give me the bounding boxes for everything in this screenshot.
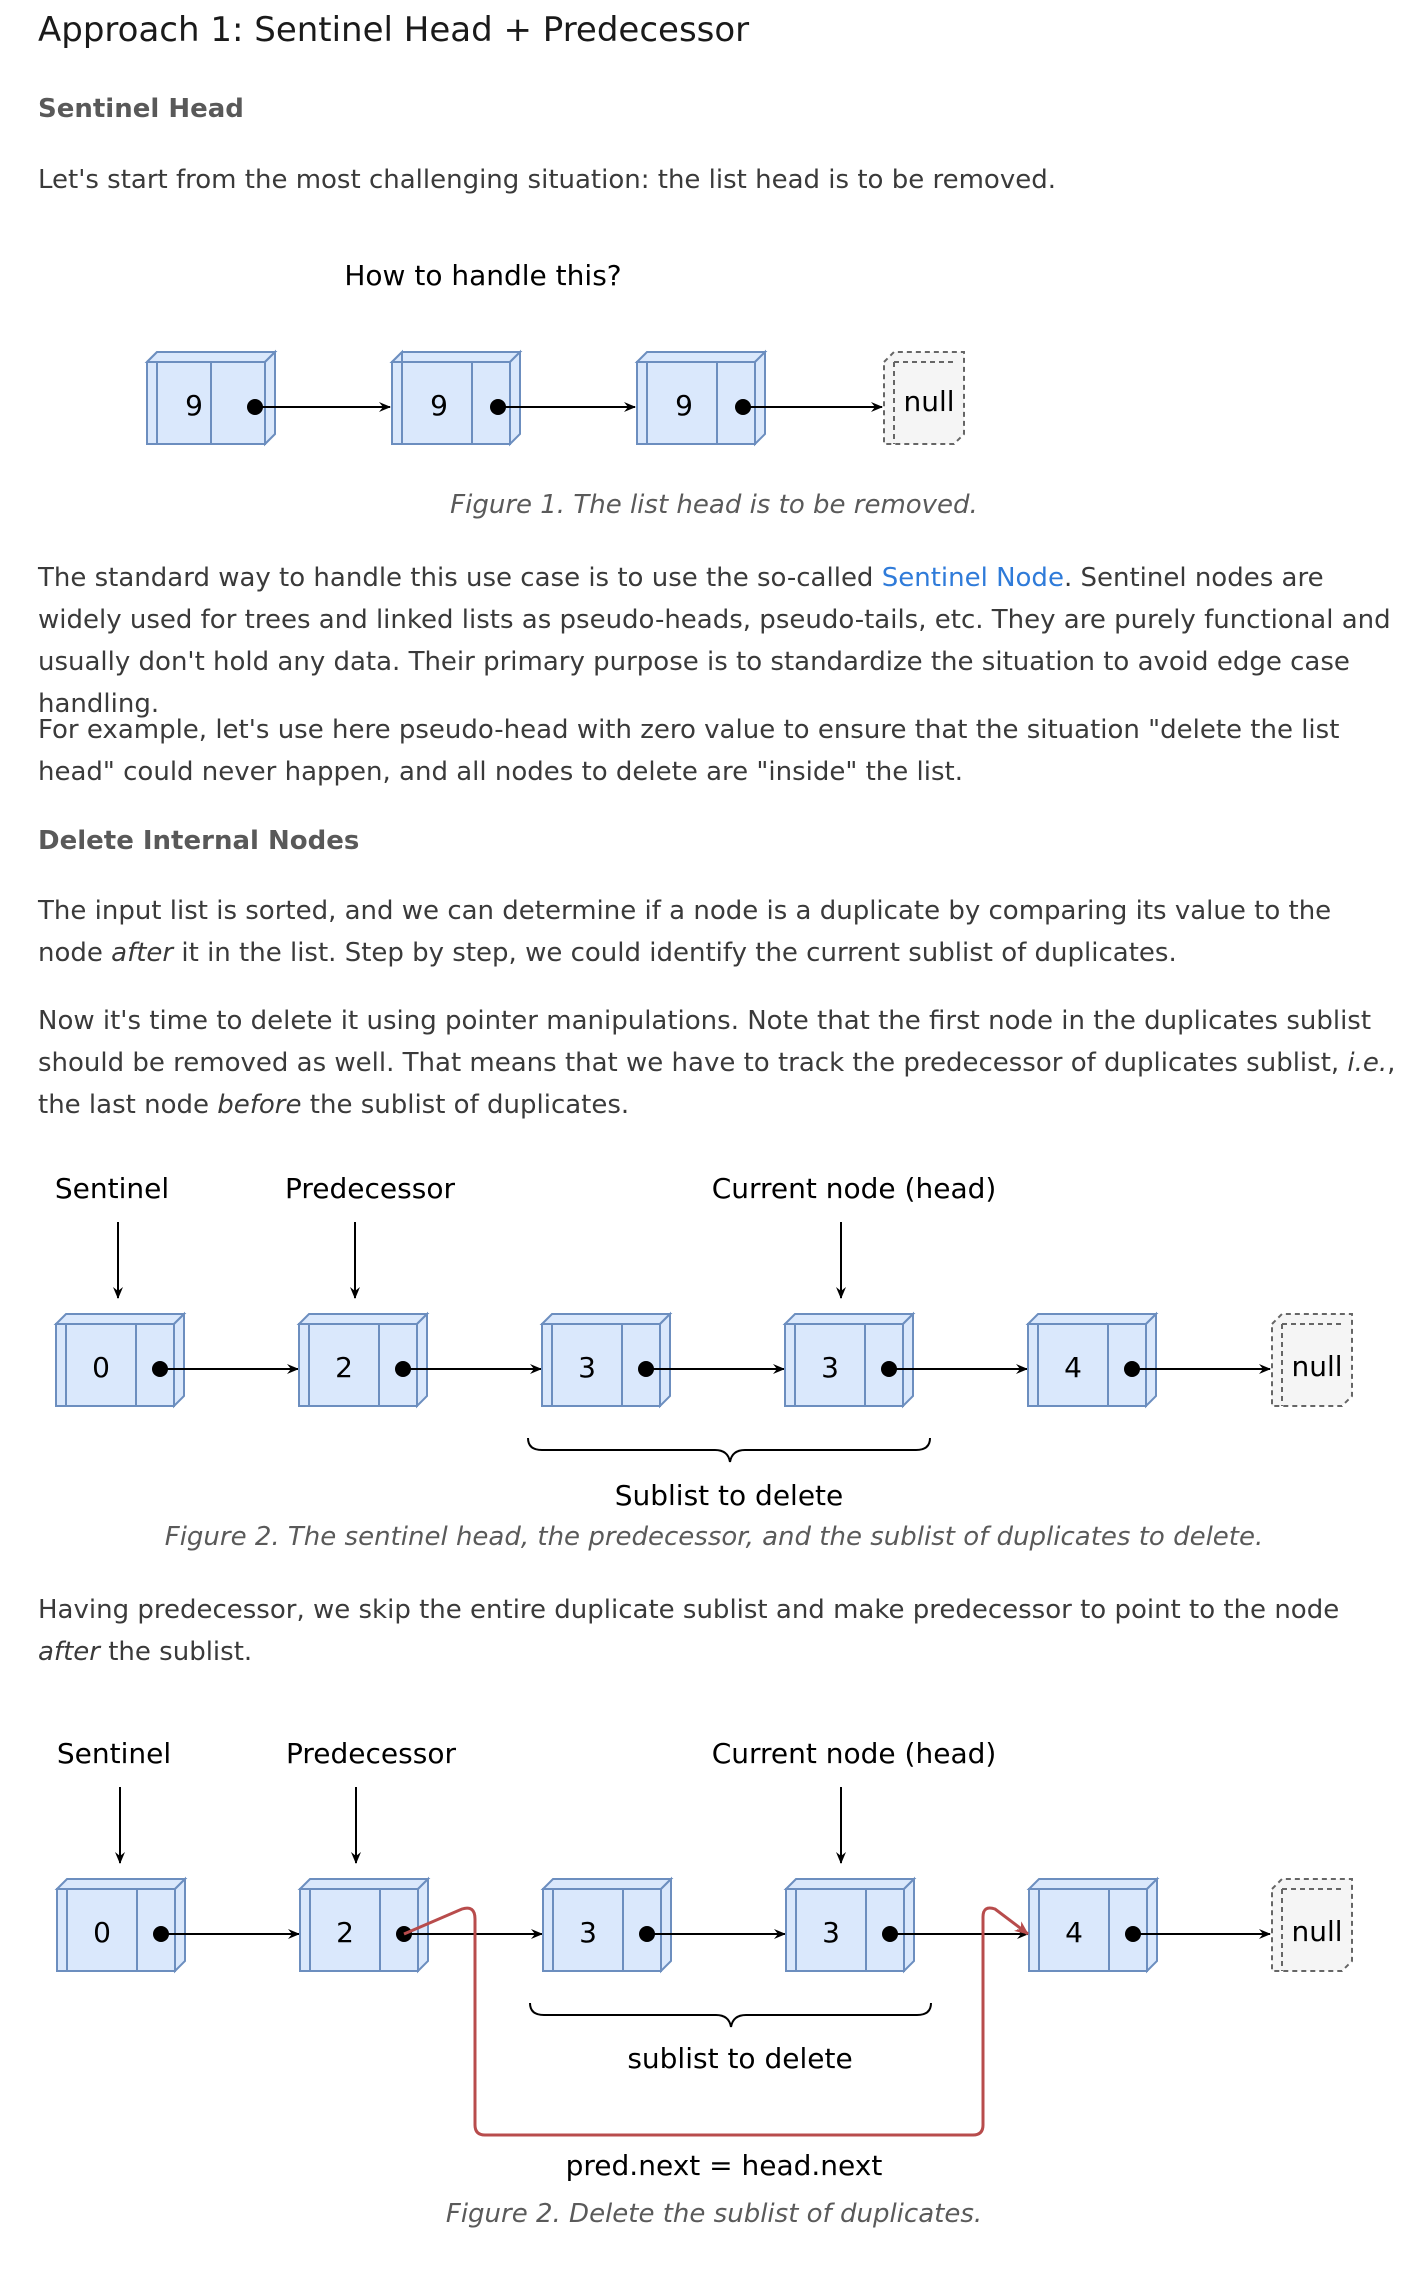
subheading-sentinel-head: Sentinel Head [38,94,244,124]
pointer-assignment-label: pred.next = head.next [566,2149,883,2182]
node-value: 9 [675,389,693,422]
text-run: . Sentinel nodes are widely used for tre… [38,563,1391,719]
null-label: null [903,385,954,418]
list-node: 3 [540,1876,674,1974]
null-node: null [1271,1313,1353,1407]
figure-2-caption: Figure 2. The sentinel head, the predece… [164,1522,1264,1552]
text-run: Now it's time to delete it using pointer… [38,1006,1372,1078]
sublist-brace [529,2002,932,2028]
skip-pointer-arrow [403,1906,1029,2137]
paragraph-pointer-manipulation: Now it's time to delete it using pointer… [38,1000,1398,1126]
list-node: 3 [782,1311,916,1409]
figure-3-caption: Figure 2. Delete the sublist of duplicat… [445,2199,983,2229]
node-value: 9 [185,389,203,422]
figure-1-diagram: How to handle this? 9 9 9 null [144,259,965,447]
null-label: null [1291,1915,1342,1948]
node-value: 2 [335,1351,353,1384]
text-run: the sublist. [99,1637,253,1667]
predecessor-label: Predecessor [286,1737,456,1770]
sublist-label: Sublist to delete [615,1479,844,1512]
text-run: The input list is sorted, and we can det… [38,896,1332,968]
node-value: 4 [1064,1351,1082,1384]
section-title: Approach 1: Sentinel Head + Predecessor [38,10,750,50]
paragraph-sentinel-explanation: The standard way to handle this use case… [38,557,1398,725]
sentinel-label: Sentinel [55,1172,169,1205]
list-node: 3 [539,1311,673,1409]
figure-1-caption: Figure 1. The list head is to be removed… [450,490,978,520]
node-value: 3 [579,1916,597,1949]
paragraph-skip-sublist: Having predecessor, we skip the entire d… [38,1589,1398,1673]
list-node: 0 [53,1311,187,1409]
list-node: 0 [54,1876,188,1974]
list-node: 3 [783,1876,917,1974]
null-label: null [1291,1350,1342,1383]
text-run: it in the list. Step by step, we could i… [173,938,1177,968]
text-run: Having predecessor, we skip the entire d… [38,1595,1340,1625]
paragraph-input-sorted: The input list is sorted, and we can det… [38,890,1398,974]
figure-1-title: How to handle this? [344,259,621,292]
emphasis: i.e. [1347,1048,1388,1078]
sublist-label: sublist to delete [627,2042,852,2075]
list-node: 9 [144,349,278,447]
node-value: 3 [821,1351,839,1384]
current-node-label: Current node (head) [712,1172,997,1205]
text-run: , the last node [38,1048,1396,1120]
emphasis: before [217,1090,302,1120]
list-node: 2 [296,1311,430,1409]
list-node: 4 [1026,1876,1160,1974]
list-node: 9 [634,349,768,447]
emphasis: after [38,1637,100,1667]
predecessor-label: Predecessor [285,1172,455,1205]
list-node: 4 [1025,1311,1159,1409]
node-value: 2 [336,1916,354,1949]
node-value: 9 [430,389,448,422]
text-run: the sublist of duplicates. [301,1090,630,1120]
emphasis: after [111,938,174,968]
paragraph-example: For example, let's use here pseudo-head … [38,715,1340,787]
sentinel-label: Sentinel [57,1737,171,1770]
node-value: 0 [93,1916,111,1949]
node-value: 3 [578,1351,596,1384]
null-node: null [883,351,965,445]
figure-3-diagram: Sentinel Predecessor Current node (head)… [54,1737,1353,2182]
node-value: 0 [92,1351,110,1384]
sentinel-node-link[interactable]: Sentinel Node [881,563,1064,593]
null-node: null [1271,1878,1353,1972]
node-value: 3 [822,1916,840,1949]
subheading-delete-internal: Delete Internal Nodes [38,826,360,856]
node-value: 4 [1065,1916,1083,1949]
current-node-label: Current node (head) [712,1737,997,1770]
list-node: 2 [297,1876,431,1974]
list-node: 9 [389,349,523,447]
figure-2-diagram: Sentinel Predecessor Current node (head)… [53,1172,1353,1512]
sublist-brace [527,1437,931,1463]
paragraph-intro: Let's start from the most challenging si… [38,165,1056,195]
text-run: The standard way to handle this use case… [38,563,882,593]
